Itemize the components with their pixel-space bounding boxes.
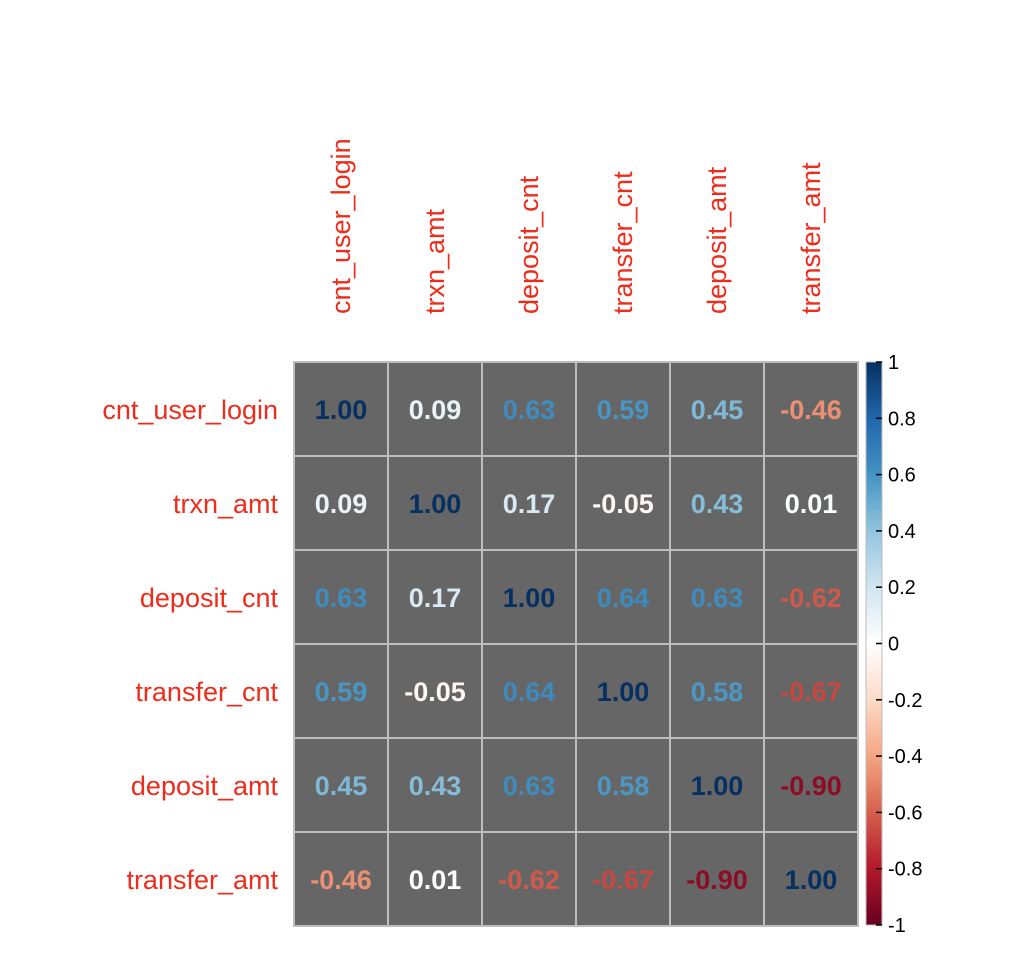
- cell-value-label: -0.62: [780, 583, 842, 613]
- heatmap-cells: 1.00 0.09 0.63 0.59 0.45 -0.46 0.09 1.00 0.17 -0.…: [293, 361, 859, 927]
- cell-value-label: 0.45: [691, 395, 744, 425]
- cell-value-label: 0.45: [315, 771, 368, 801]
- heatmap-cell: [669, 549, 765, 645]
- row-label-deposit-cnt: deposit_cnt: [140, 583, 279, 613]
- column-label-cnt-user-login: cnt_user_login: [326, 138, 356, 314]
- column-label-transfer-cnt: transfer_cnt: [608, 171, 638, 314]
- heatmap-cell: [387, 361, 483, 457]
- cell-value-label: 0.64: [597, 583, 650, 613]
- colorbar: 1 0.8 0.6 0.4 0.2 0 -0.2 -0.4 -0.6 -0.8 -1: [865, 352, 922, 937]
- heatmap-cell: [293, 643, 389, 739]
- heatmap-cell: [481, 643, 577, 739]
- heatmap-cell: [575, 455, 671, 551]
- cell-value-label: -0.90: [780, 771, 842, 801]
- cell-value-label: -0.67: [780, 677, 842, 707]
- row-labels: cnt_user_login trxn_amt deposit_cnttransfe…: [102, 395, 278, 895]
- cell-value-label: 1.00: [785, 865, 838, 895]
- heatmap-cell: [387, 643, 483, 739]
- colorbar-tick-label: -0.4: [888, 746, 922, 768]
- cell-value-label: 1.00: [597, 677, 650, 707]
- cell-value-label: 0.09: [315, 489, 368, 519]
- heatmap-cell: [669, 643, 765, 739]
- colorbar-tick-label: -0.2: [888, 690, 922, 712]
- colorbar-tick-label: -0.6: [888, 802, 922, 824]
- cell-value-label: 0.58: [597, 771, 650, 801]
- cell-value-label: 0.43: [691, 489, 744, 519]
- row-label-transfer-cnt: transfer_cnt: [135, 677, 278, 707]
- heatmap-cell: [763, 455, 859, 551]
- cell-value-label: -0.05: [404, 677, 466, 707]
- heatmap-cell: [575, 643, 671, 739]
- heatmap-cell: [481, 737, 577, 833]
- heatmap-cell: [387, 549, 483, 645]
- heatmap-cell: [575, 549, 671, 645]
- cell-value-label: -0.05: [592, 489, 654, 519]
- cell-value-label: 1.00: [691, 771, 744, 801]
- cell-value-label: 0.63: [315, 583, 368, 613]
- heatmap-cell: [763, 831, 859, 927]
- colorbar-tick-label: 1: [888, 352, 899, 374]
- column-label-deposit-cnt: deposit_cnt: [514, 175, 544, 314]
- cell-value-label: 1.00: [409, 489, 462, 519]
- cell-value-label: 0.59: [597, 395, 650, 425]
- heatmap-cell: [763, 549, 859, 645]
- heatmap-cell: [763, 643, 859, 739]
- cell-value-label: -0.62: [498, 865, 560, 895]
- cell-value-label: 1.00: [315, 395, 368, 425]
- colorbar-tick-label: 0.2: [888, 577, 916, 599]
- colorbar-tick-label: 0.6: [888, 465, 916, 487]
- heatmap-cell: [669, 737, 765, 833]
- cell-value-label: 0.17: [409, 583, 462, 613]
- heatmap-cell: [575, 831, 671, 927]
- cell-value-label: 0.59: [315, 677, 368, 707]
- cell-value-label: 0.63: [503, 395, 556, 425]
- heatmap-cell: [481, 361, 577, 457]
- cell-value-label: 0.63: [503, 771, 556, 801]
- row-label-transfer-amt: transfer_amt: [126, 865, 278, 895]
- colorbar-tick-label: -1: [888, 915, 906, 937]
- row-label-cnt-user-login: cnt_user_login: [102, 395, 278, 425]
- heatmap-cell: [763, 361, 859, 457]
- cell-value-label: -0.90: [686, 865, 748, 895]
- cell-value-label: 0.01: [785, 489, 838, 519]
- colorbar-tick-label: -0.8: [888, 859, 922, 881]
- cell-value-label: 0.43: [409, 771, 462, 801]
- cell-value-label: 0.01: [409, 865, 462, 895]
- row-label-deposit-amt: deposit_amt: [131, 771, 279, 801]
- heatmap-cell: [763, 737, 859, 833]
- column-label-deposit-amt: deposit_amt: [702, 166, 732, 314]
- colorbar-tick-label: 0: [888, 634, 899, 656]
- cell-value-label: 0.58: [691, 677, 744, 707]
- heatmap-cell: [293, 361, 389, 457]
- cell-value-label: -0.46: [780, 395, 842, 425]
- row-label-trxn-amt: trxn_amt: [173, 489, 279, 519]
- heatmap-cell: [669, 831, 765, 927]
- cell-value-label: -0.46: [310, 865, 372, 895]
- cell-value-label: 1.00: [503, 583, 556, 613]
- colorbar-tick-label: 0.8: [888, 408, 916, 430]
- heatmap-cell: [293, 831, 389, 927]
- heatmap-cell: [575, 737, 671, 833]
- cell-value-label: -0.67: [592, 865, 654, 895]
- cell-value-label: 0.63: [691, 583, 744, 613]
- colorbar-tick-label: 0.4: [888, 521, 916, 543]
- heatmap-cell: [387, 455, 483, 551]
- column-label-trxn-amt: trxn_amt: [420, 208, 450, 314]
- cell-value-label: 0.09: [409, 395, 462, 425]
- column-label-transfer-amt: transfer_amt: [796, 162, 826, 314]
- column-labels: cnt_user_login trxn_amt deposit_cnt transfe…: [326, 138, 826, 314]
- cell-value-label: 0.64: [503, 677, 556, 707]
- cell-value-label: 0.17: [503, 489, 556, 519]
